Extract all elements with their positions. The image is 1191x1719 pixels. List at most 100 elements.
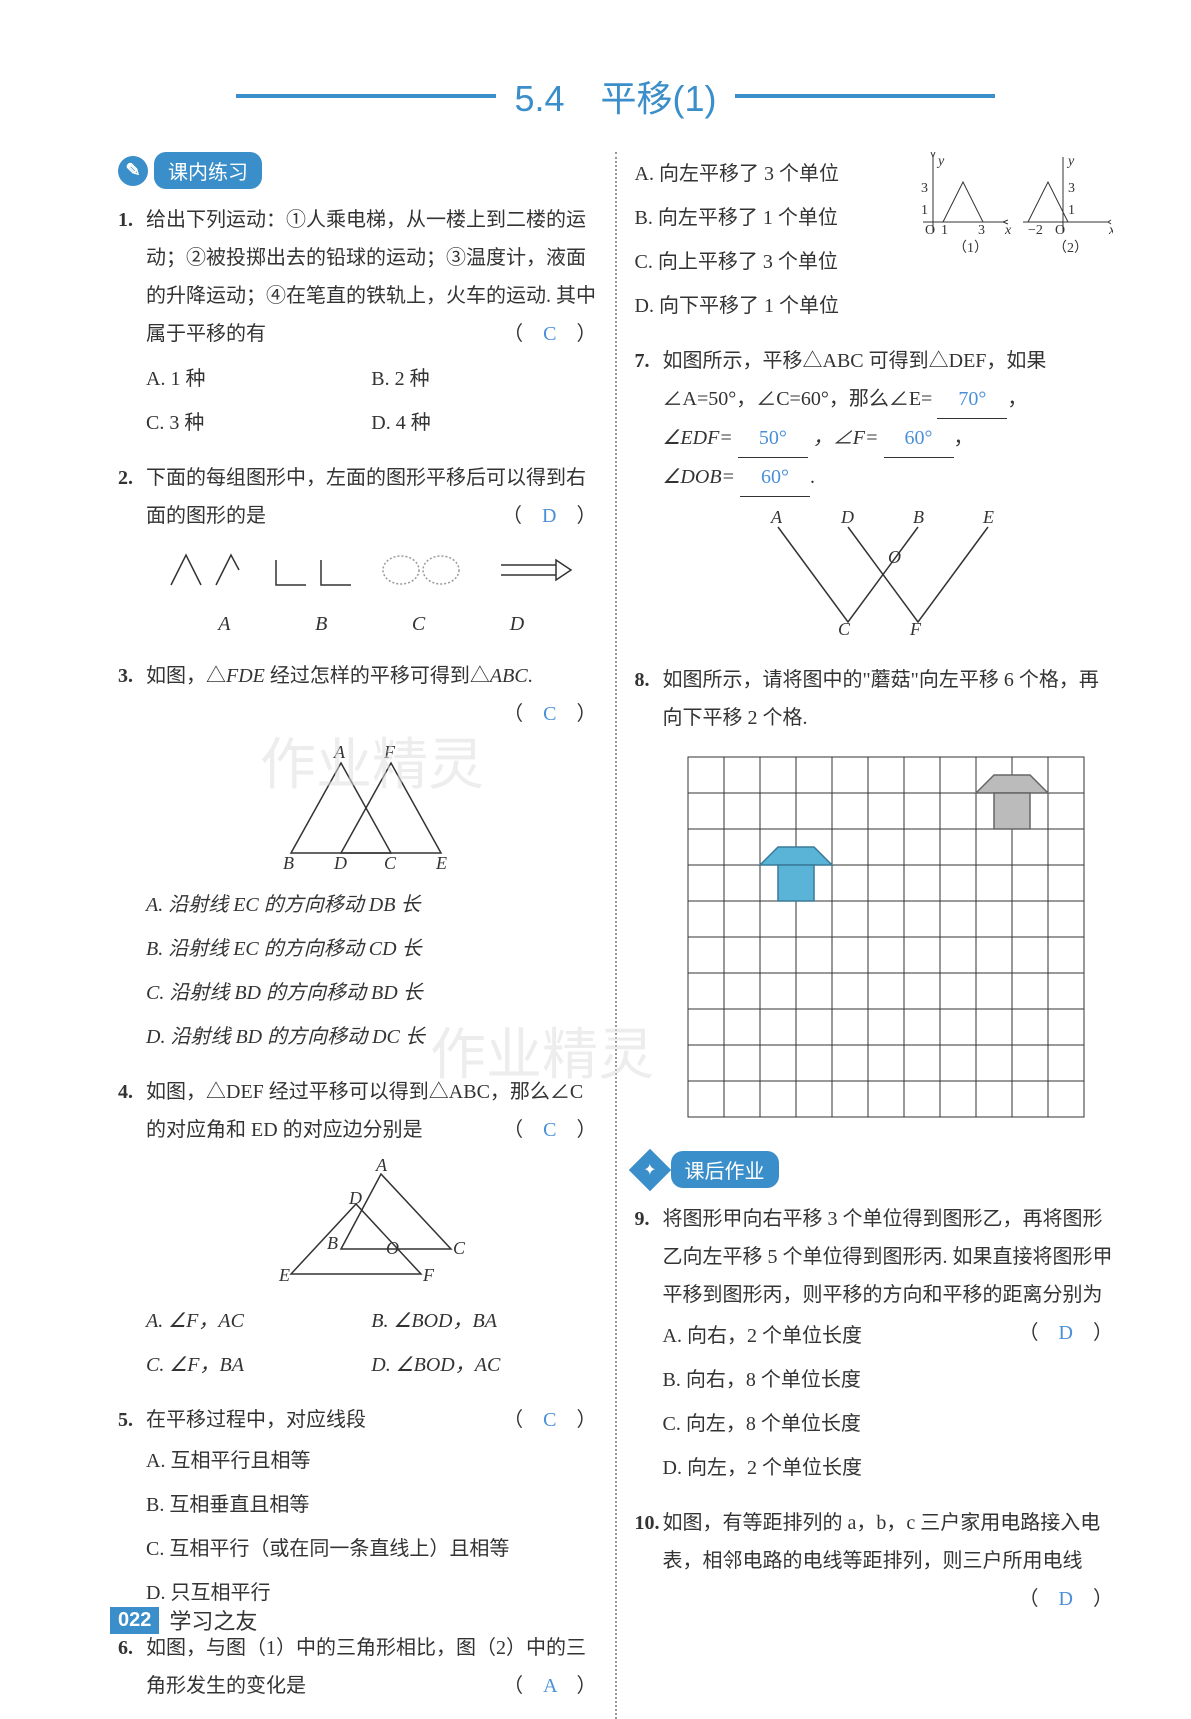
question-7: 7. 如图所示，平移△ABC 可得到△DEF，如果∠A=50°，∠C=60°，那… — [635, 342, 1114, 647]
question-6-cont: A. 向左平移了 3 个单位 B. 向左平移了 1 个单位 C. 向上平移了 3… — [635, 152, 1114, 328]
q6-oc: C. 向上平移了 3 个单位 — [635, 240, 904, 284]
q4-figure: AD BO CE F — [146, 1159, 597, 1289]
svg-text:D: D — [840, 507, 854, 527]
svg-text:D: D — [348, 1188, 362, 1208]
q3-ta: 如图，△ — [146, 665, 226, 687]
svg-text:3: 3 — [978, 223, 985, 238]
q7-figure: AD BE O CF — [663, 507, 1114, 637]
question-8: 8. 如图所示，请将图中的"蘑菇"向左平移 6 个格，再向下平移 2 个格. — [635, 661, 1114, 1137]
question-9: 9. 将图形甲向右平移 3 个单位得到图形乙，再将图形乙向左平移 5 个单位得到… — [635, 1200, 1114, 1490]
svg-text:1: 1 — [941, 223, 948, 238]
q4-ob: B. ∠BOD，BA — [371, 1299, 596, 1343]
svg-text:O: O — [888, 547, 901, 567]
question-10: 10. 如图，有等距排列的 a，b，c 三户家用电路接入电表，相邻电路的电线等距… — [635, 1504, 1114, 1618]
title-bar-left — [236, 94, 496, 98]
svg-text:A: A — [333, 743, 346, 762]
svg-text:B: B — [327, 1233, 338, 1253]
q10-num: 10. — [635, 1504, 663, 1618]
q4-num: 4. — [118, 1073, 146, 1387]
title-bar-right — [735, 94, 995, 98]
question-6: 6. 如图，与图（1）中的三角形相比，图（2）中的三角形发生的变化是 （ A ） — [118, 1629, 597, 1705]
svg-text:1: 1 — [1068, 203, 1075, 218]
q7-ans-f: 60° — [884, 419, 954, 458]
svg-text:x: x — [1108, 223, 1113, 238]
q9-ob: B. 向右，8 个单位长度 — [663, 1358, 1114, 1402]
q1-opt-c: C. 3 种 — [146, 401, 371, 445]
q2-figure — [146, 545, 597, 595]
q9-answer: D — [1059, 1322, 1073, 1344]
right-column: A. 向左平移了 3 个单位 B. 向左平移了 1 个单位 C. 向上平移了 3… — [617, 152, 1132, 1719]
question-5: 5. 在平移过程中，对应线段 （ C ） A. 互相平行且相等 B. 互相垂直且… — [118, 1401, 597, 1615]
q1-opt-a: A. 1 种 — [146, 357, 371, 401]
svg-text:C: C — [453, 1238, 466, 1258]
svg-text:A: A — [770, 507, 783, 527]
q2-la: A — [218, 605, 230, 643]
q5-ob: B. 互相垂直且相等 — [146, 1483, 597, 1527]
diamond-icon: ✦ — [628, 1148, 670, 1190]
svg-text:O: O — [1055, 223, 1065, 238]
page-footer: 022 学习之友 — [110, 1604, 257, 1636]
page-number: 022 — [110, 1607, 159, 1634]
q3-figure: AF BD CE — [146, 743, 597, 873]
svg-text:y: y — [936, 154, 945, 169]
svg-text:y: y — [1066, 154, 1075, 169]
q3-tc: 经过怎样的平移可得到△ — [265, 665, 490, 687]
svg-text:1: 1 — [921, 203, 928, 218]
q4-answer: C — [543, 1119, 556, 1141]
q5-num: 5. — [118, 1401, 146, 1615]
svg-text:3: 3 — [1068, 181, 1075, 196]
q1-answer: C — [543, 323, 556, 345]
book-tag: 学习之友 — [169, 1604, 257, 1636]
q6-oa: A. 向左平移了 3 个单位 — [635, 152, 904, 196]
svg-text:C: C — [384, 853, 397, 873]
q4-od: D. ∠BOD，AC — [371, 1343, 596, 1387]
q4-oa: A. ∠F，AC — [146, 1299, 371, 1343]
svg-text:B: B — [283, 853, 294, 873]
section-title-row: 5.4 平移(1) — [100, 70, 1131, 122]
q8-text: 如图所示，请将图中的"蘑菇"向左平移 6 个格，再向下平移 2 个格. — [663, 669, 1099, 729]
question-2: 2. 下面的每组图形中，左面的图形平移后可以得到右面的图形的是 （ D ） — [118, 459, 597, 643]
svg-text:A: A — [375, 1159, 388, 1175]
q2-num: 2. — [118, 459, 146, 643]
q3-num: 3. — [118, 657, 146, 1059]
in-class-badge: ✎ 课内练习 — [118, 152, 597, 189]
svg-text:E: E — [435, 853, 447, 873]
q1-opt-d: D. 4 种 — [371, 401, 596, 445]
q4-oc: C. ∠F，BA — [146, 1343, 371, 1387]
q2-answer: D — [542, 505, 556, 527]
q10-answer: D — [1059, 1588, 1073, 1610]
q3-oc: C. 沿射线 BD 的方向移动 BD 长 — [146, 971, 597, 1015]
in-class-label: 课内练习 — [154, 152, 262, 189]
q7-l-f: ，∠F= — [813, 427, 879, 449]
q5-oa: A. 互相平行且相等 — [146, 1439, 597, 1483]
svg-text:−2: −2 — [1028, 223, 1043, 238]
q7-ans-dob: 60° — [740, 458, 810, 497]
q5-answer: C — [543, 1409, 556, 1431]
q10-text: 如图，有等距排列的 a，b，c 三户家用电路接入电表，相邻电路的电线等距排列，则… — [663, 1512, 1101, 1572]
question-4: 4. 如图，△DEF 经过平移可以得到△ABC，那么∠C 的对应角和 ED 的对… — [118, 1073, 597, 1387]
q2-lc: C — [412, 605, 425, 643]
svg-text:O: O — [386, 1238, 399, 1258]
svg-text:（1）: （1） — [953, 240, 988, 256]
svg-text:E: E — [982, 507, 994, 527]
q6-figure: Oy x 1 3 3 1 （1） Oy x −2 3 1 （2） — [913, 152, 1113, 328]
svg-text:x: x — [1004, 223, 1012, 238]
svg-text:O: O — [925, 223, 935, 238]
q6-od: D. 向下平移了 1 个单位 — [635, 284, 904, 328]
q3-td: ABC — [490, 665, 528, 687]
section-title: 5.4 平移(1) — [514, 70, 716, 122]
q1-num: 1. — [118, 201, 146, 445]
svg-text:B: B — [913, 507, 924, 527]
q6-ob: B. 向左平移了 1 个单位 — [635, 196, 904, 240]
svg-text:3: 3 — [921, 181, 928, 196]
q8-num: 8. — [635, 661, 663, 1137]
q9-oc: C. 向左，8 个单位长度 — [663, 1402, 1114, 1446]
q3-te: . — [528, 665, 533, 687]
svg-text:D: D — [333, 853, 347, 873]
q3-oa: A. 沿射线 EC 的方向移动 DB 长 — [146, 883, 597, 927]
svg-text:（2）: （2） — [1053, 240, 1088, 256]
q7-num: 7. — [635, 342, 663, 647]
svg-text:F: F — [909, 619, 922, 637]
q7-ans-e: 70° — [937, 380, 1007, 419]
q9-num: 9. — [635, 1200, 663, 1490]
